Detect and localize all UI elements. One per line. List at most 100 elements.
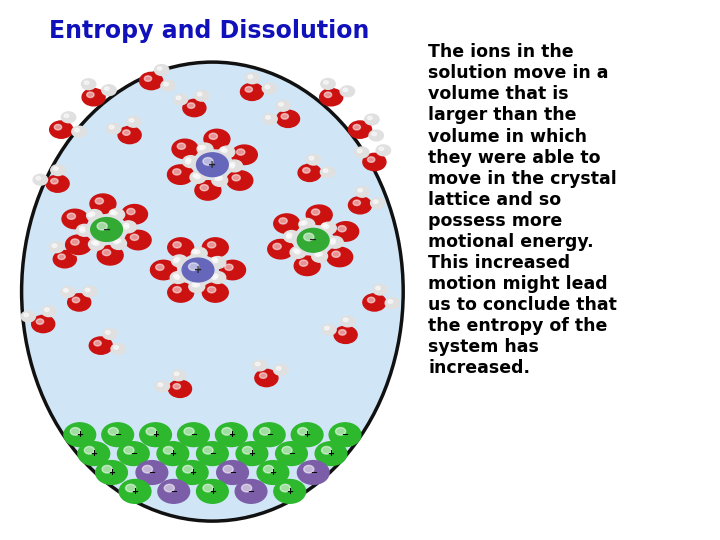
Circle shape xyxy=(274,480,305,503)
Circle shape xyxy=(117,442,149,465)
Circle shape xyxy=(215,423,247,447)
Circle shape xyxy=(116,239,121,242)
Circle shape xyxy=(125,231,151,250)
Circle shape xyxy=(124,447,134,454)
Circle shape xyxy=(75,129,79,132)
Circle shape xyxy=(231,145,257,165)
Circle shape xyxy=(97,246,123,265)
Circle shape xyxy=(280,484,290,492)
Circle shape xyxy=(327,247,353,267)
Circle shape xyxy=(376,286,380,290)
Circle shape xyxy=(363,294,386,311)
Circle shape xyxy=(388,300,392,303)
Circle shape xyxy=(210,272,226,284)
Circle shape xyxy=(189,281,204,293)
Circle shape xyxy=(353,200,361,206)
Circle shape xyxy=(104,87,109,90)
Circle shape xyxy=(248,75,253,78)
Circle shape xyxy=(266,116,270,119)
Circle shape xyxy=(53,251,76,268)
Circle shape xyxy=(192,283,197,287)
Circle shape xyxy=(325,326,329,330)
Circle shape xyxy=(80,228,85,232)
Circle shape xyxy=(245,86,253,92)
Circle shape xyxy=(312,251,328,262)
Circle shape xyxy=(197,143,213,155)
Circle shape xyxy=(84,81,89,84)
Circle shape xyxy=(89,337,112,354)
Circle shape xyxy=(268,239,294,259)
Circle shape xyxy=(158,67,162,70)
Circle shape xyxy=(320,89,343,106)
Circle shape xyxy=(367,116,372,120)
Circle shape xyxy=(297,428,307,435)
Circle shape xyxy=(328,237,343,248)
Circle shape xyxy=(295,250,300,254)
Circle shape xyxy=(46,175,69,192)
Circle shape xyxy=(220,147,225,151)
Circle shape xyxy=(94,241,99,245)
Circle shape xyxy=(302,167,310,173)
Circle shape xyxy=(255,369,278,387)
Circle shape xyxy=(73,247,78,250)
Circle shape xyxy=(276,110,300,127)
Circle shape xyxy=(102,85,116,96)
Circle shape xyxy=(86,210,102,221)
Circle shape xyxy=(158,383,163,387)
Circle shape xyxy=(341,316,355,327)
Circle shape xyxy=(338,226,346,232)
Circle shape xyxy=(324,80,328,84)
Circle shape xyxy=(300,221,305,225)
Circle shape xyxy=(236,442,268,465)
Circle shape xyxy=(78,442,109,465)
Circle shape xyxy=(42,306,56,316)
Circle shape xyxy=(112,211,117,215)
Circle shape xyxy=(114,240,119,244)
Circle shape xyxy=(155,381,169,392)
Circle shape xyxy=(182,158,198,170)
Circle shape xyxy=(174,372,179,375)
Text: +: + xyxy=(152,430,159,439)
Text: +: + xyxy=(169,449,176,458)
Circle shape xyxy=(52,244,57,247)
Circle shape xyxy=(323,169,328,172)
Circle shape xyxy=(94,340,102,346)
Circle shape xyxy=(274,214,300,233)
Circle shape xyxy=(60,287,75,298)
Circle shape xyxy=(374,200,378,204)
Circle shape xyxy=(315,442,347,465)
Circle shape xyxy=(192,172,208,184)
Circle shape xyxy=(21,311,35,322)
Circle shape xyxy=(174,274,179,278)
Circle shape xyxy=(150,260,176,280)
Circle shape xyxy=(324,225,329,228)
Circle shape xyxy=(77,226,93,238)
Circle shape xyxy=(292,423,323,447)
Circle shape xyxy=(367,157,375,163)
Circle shape xyxy=(109,125,114,129)
Circle shape xyxy=(253,423,285,447)
Text: The ions in the
solution move in a
volume that is
larger than the
volume in whic: The ions in the solution move in a volum… xyxy=(428,43,617,377)
Circle shape xyxy=(157,442,189,465)
Circle shape xyxy=(189,247,204,259)
Circle shape xyxy=(107,123,121,134)
Circle shape xyxy=(263,113,277,124)
Circle shape xyxy=(330,239,336,242)
Circle shape xyxy=(76,224,92,236)
Circle shape xyxy=(276,367,281,370)
Circle shape xyxy=(111,343,125,354)
Circle shape xyxy=(68,294,91,311)
Circle shape xyxy=(322,324,336,335)
Text: −: − xyxy=(170,487,177,496)
Circle shape xyxy=(293,249,298,253)
Circle shape xyxy=(127,208,135,215)
Text: −: − xyxy=(309,235,318,245)
Circle shape xyxy=(287,233,292,237)
Circle shape xyxy=(372,132,377,136)
Circle shape xyxy=(353,124,361,130)
Circle shape xyxy=(217,145,233,157)
Circle shape xyxy=(194,90,209,101)
Circle shape xyxy=(96,461,127,484)
Circle shape xyxy=(194,250,199,254)
Circle shape xyxy=(214,174,230,186)
